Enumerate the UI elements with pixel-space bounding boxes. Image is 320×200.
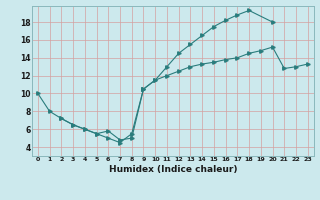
X-axis label: Humidex (Indice chaleur): Humidex (Indice chaleur): [108, 165, 237, 174]
